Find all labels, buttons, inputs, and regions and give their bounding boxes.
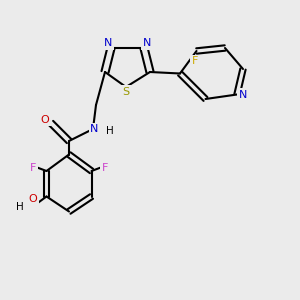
Text: F: F (30, 163, 36, 173)
Text: N: N (239, 89, 247, 100)
Text: H: H (106, 125, 113, 136)
Text: O: O (40, 115, 50, 125)
Text: N: N (104, 38, 112, 49)
Text: H: H (16, 202, 23, 212)
Text: N: N (143, 38, 151, 49)
Text: O: O (28, 194, 38, 205)
Text: F: F (102, 163, 108, 173)
Text: F: F (192, 56, 198, 67)
Text: S: S (122, 86, 130, 97)
Text: N: N (90, 124, 99, 134)
